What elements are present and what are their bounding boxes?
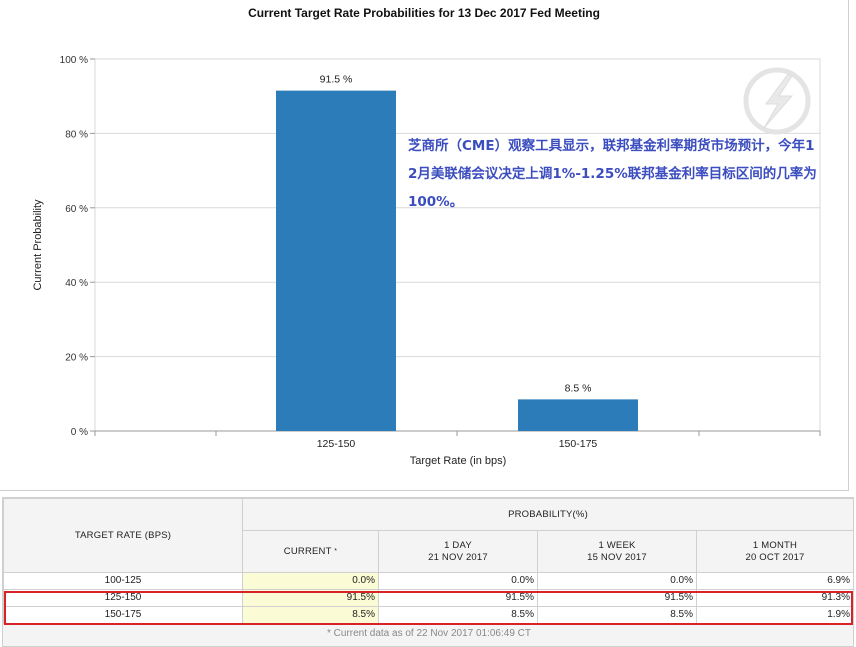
table-row: 100-125 0.0% 0.0% 0.0% 6.9% [3, 572, 854, 590]
footnote: * Current data as of 22 Nov 2017 01:06:4… [326, 628, 531, 639]
column-header-1-week: 1 WEEK 15 NOV 2017 [537, 530, 697, 573]
bar [276, 90, 396, 432]
current-cell: 8.5% [242, 606, 379, 624]
week-cell: 91.5% [537, 589, 697, 607]
chart-annotation: 芝商所（CME）观察工具显示，联邦基金利率期货市场预计，今年12月美联储会议决定… [408, 138, 817, 210]
month-cell: 6.9% [696, 572, 854, 590]
y-tick-label: 20 % [65, 353, 88, 364]
table-row: 150-175 8.5% 8.5% 8.5% 1.9% [3, 606, 854, 624]
data-label: 8.5 % [565, 382, 592, 394]
rate-cell: 150-175 [3, 606, 243, 624]
y-axis-label: Current Probability [32, 199, 44, 291]
y-tick-label: 40 % [65, 278, 88, 289]
column-header-1-month-date: 20 OCT 2017 [745, 551, 805, 563]
y-tick-label: 0 % [71, 427, 88, 438]
plot-area [94, 58, 821, 432]
day-cell: 8.5% [378, 606, 538, 624]
probability-header: PROBABILITY(%) [242, 497, 854, 532]
bar-chart: 0 % 20 % 40 % 60 % 80 % 100 % 91.5 % 125-150 8.5… [60, 55, 821, 450]
x-axis-label: Target Rate (in bps) [409, 455, 507, 467]
y-tick-label: 100 % [60, 55, 88, 66]
rate-cell: 125-150 [3, 589, 243, 607]
column-header-1-week-label: 1 WEEK [598, 539, 636, 551]
day-cell: 91.5% [378, 589, 538, 607]
chart-panel: Current Target Rate Probabilities for 13… [0, 0, 849, 491]
month-cell: 1.9% [696, 606, 854, 624]
column-header-1-week-date: 15 NOV 2017 [587, 551, 647, 563]
month-cell: 91.3% [696, 589, 854, 607]
lightning-logo-icon [743, 67, 811, 135]
column-header-1-month: 1 MONTH 20 OCT 2017 [696, 530, 854, 573]
week-cell: 8.5% [537, 606, 697, 624]
probability-table-panel: TARGET RATE (BPS) PROBABILITY(%) CURRENT… [2, 497, 854, 647]
y-tick-label: 60 % [65, 204, 88, 215]
column-header-1-day-label: 1 DAY [444, 539, 472, 551]
target-rate-header: TARGET RATE (BPS) [3, 498, 243, 573]
x-tick-label: 150-175 [559, 438, 598, 450]
current-cell: 0.0% [242, 572, 379, 590]
day-cell: 0.0% [378, 572, 538, 590]
chart-title: Current Target Rate Probabilities for 13… [248, 6, 600, 20]
current-cell: 91.5% [242, 589, 379, 607]
probability-table: TARGET RATE (BPS) PROBABILITY(%) CURRENT… [3, 497, 854, 624]
week-cell: 0.0% [537, 572, 697, 590]
column-header-1-day: 1 DAY 21 NOV 2017 [378, 530, 538, 573]
column-header-1-month-label: 1 MONTH [752, 539, 798, 551]
column-header-1-day-date: 21 NOV 2017 [428, 551, 488, 563]
x-tick-label: 125-150 [317, 438, 356, 450]
asterisk-mark: * [334, 547, 338, 555]
column-header-current-label: CURRENT [283, 545, 332, 557]
table-row: 125-150 91.5% 91.5% 91.5% 91.3% [3, 589, 854, 607]
y-tick-label: 80 % [65, 129, 88, 140]
rate-cell: 100-125 [3, 572, 243, 590]
bar [518, 399, 638, 431]
column-header-current: CURRENT * [242, 530, 379, 573]
data-label: 91.5 % [320, 74, 353, 86]
